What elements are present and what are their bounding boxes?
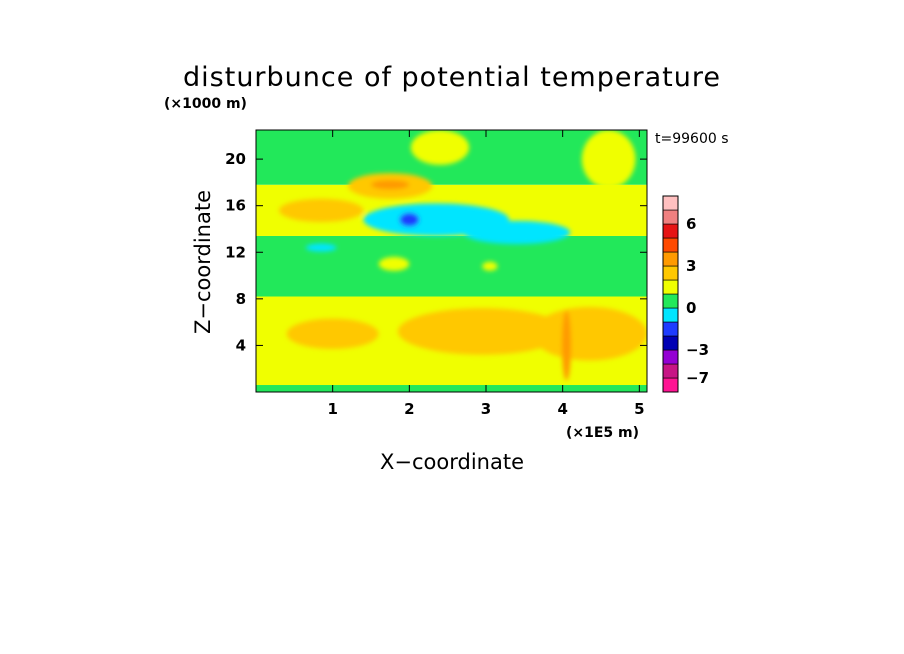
contour-band-0 — [256, 385, 647, 392]
colorbar-frame — [662, 195, 679, 393]
x-tick-label-3: 4 — [557, 400, 567, 418]
colorbar-swatch-5 — [662, 307, 679, 323]
time-label: t=99600 s — [655, 131, 729, 147]
colorbar-swatch-6 — [662, 293, 679, 309]
x-tick-label-2: 3 — [481, 400, 491, 418]
y-axis-title: Z−coordinate — [191, 190, 215, 334]
contour-feature-13 — [410, 130, 470, 165]
colorbar-swatch-4 — [662, 321, 679, 337]
x-tick-label-4: 5 — [634, 400, 644, 418]
x-tick-label-1: 2 — [404, 400, 414, 418]
colorbar-swatch-13 — [662, 195, 679, 211]
contour-feature-10 — [371, 180, 410, 190]
chart-title: disturbunce of potential temperature — [183, 62, 721, 93]
contour-feature-5 — [463, 220, 571, 245]
contour-feature-14 — [581, 130, 636, 189]
contour-feature-0 — [397, 308, 567, 355]
x-axis-title: X−coordinate — [380, 450, 524, 474]
y-tick-label-4: 20 — [225, 150, 246, 168]
x-unit-label: (×1E5 m) — [566, 425, 639, 441]
contour-feature-6 — [305, 243, 337, 252]
contour-feature-7 — [399, 212, 420, 227]
colorbar — [662, 195, 679, 393]
contour-feature-1 — [532, 306, 647, 361]
colorbar-swatch-2 — [662, 349, 679, 365]
colorbar-swatch-12 — [662, 209, 679, 225]
colorbar-swatch-10 — [662, 237, 679, 253]
y-tick-label-0: 4 — [236, 336, 246, 354]
x-axis-ticks: 1 2 3 4 5 — [327, 130, 645, 418]
plot-frame — [255, 129, 648, 393]
plot-area — [256, 130, 647, 392]
contour-features — [279, 130, 647, 381]
contour-feature-2 — [286, 318, 379, 349]
x-tick-label-0: 1 — [327, 400, 337, 418]
y-unit-label: (×1000 m) — [164, 96, 247, 112]
contour-bands — [256, 130, 647, 392]
colorbar-swatch-0 — [662, 377, 679, 393]
colorbar-swatch-7 — [662, 279, 679, 295]
y-tick-label-1: 8 — [236, 290, 246, 308]
colorbar-swatch-8 — [662, 265, 679, 281]
contour-feature-12 — [482, 261, 498, 271]
contour-feature-8 — [279, 198, 364, 222]
colorbar-swatch-9 — [662, 251, 679, 267]
colorbar-labels: 6 3 0 −3 −7 — [686, 215, 709, 387]
colorbar-label-0: 6 — [686, 215, 696, 233]
colorbar-label-4: −7 — [686, 369, 709, 387]
y-tick-label-2: 12 — [225, 243, 246, 261]
contour-feature-3 — [561, 310, 572, 381]
contour-feature-11 — [378, 256, 410, 271]
colorbar-label-1: 3 — [686, 257, 696, 275]
colorbar-label-2: 0 — [686, 299, 696, 317]
colorbar-swatch-11 — [662, 223, 679, 239]
y-tick-label-3: 16 — [225, 197, 246, 215]
colorbar-swatch-1 — [662, 363, 679, 379]
y-axis-ticks: 4 8 12 16 20 — [225, 150, 647, 354]
colorbar-label-3: −3 — [686, 341, 709, 359]
colorbar-swatch-3 — [662, 335, 679, 351]
